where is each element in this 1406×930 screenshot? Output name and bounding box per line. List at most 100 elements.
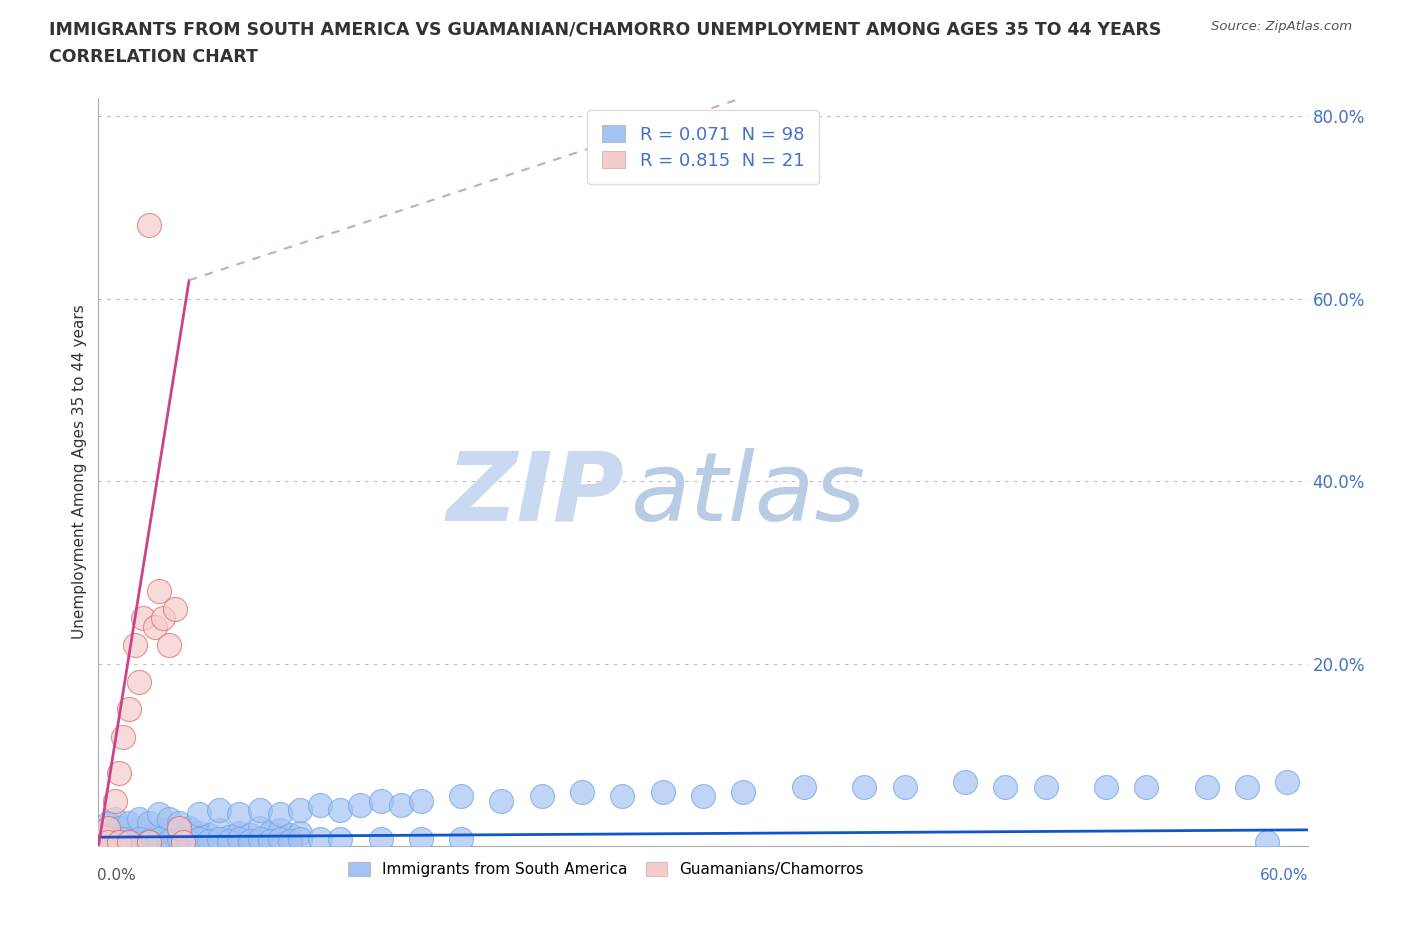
Immigrants from South America: [167, 816, 190, 830]
Guamanians/Chamorros: [118, 702, 141, 717]
Immigrants from South America: [148, 830, 170, 844]
Immigrants from South America: [309, 798, 332, 813]
Immigrants from South America: [349, 798, 371, 813]
Immigrants from South America: [107, 825, 129, 840]
Immigrants from South America: [167, 825, 190, 840]
Text: CORRELATION CHART: CORRELATION CHART: [49, 48, 259, 66]
Guamanians/Chamorros: [172, 834, 194, 849]
Immigrants from South America: [97, 830, 120, 844]
Immigrants from South America: [93, 834, 115, 849]
Immigrants from South America: [103, 834, 125, 849]
Guamanians/Chamorros: [118, 834, 141, 849]
Immigrants from South America: [105, 834, 128, 849]
Immigrants from South America: [239, 833, 262, 848]
Immigrants from South America: [157, 833, 180, 848]
Text: 60.0%: 60.0%: [1260, 868, 1309, 883]
Immigrants from South America: [107, 820, 129, 835]
Immigrants from South America: [259, 825, 281, 840]
Immigrants from South America: [179, 820, 201, 835]
Immigrants from South America: [148, 831, 170, 846]
Immigrants from South America: [100, 831, 122, 846]
Immigrants from South America: [208, 822, 231, 837]
Immigrants from South America: [118, 828, 141, 843]
Immigrants from South America: [118, 816, 141, 830]
Immigrants from South America: [1135, 779, 1157, 794]
Immigrants from South America: [288, 831, 311, 846]
Immigrants from South America: [188, 825, 211, 840]
Immigrants from South America: [288, 803, 311, 817]
Guamanians/Chamorros: [157, 638, 180, 653]
Immigrants from South America: [239, 828, 262, 843]
Immigrants from South America: [269, 807, 291, 822]
Immigrants from South America: [97, 816, 120, 830]
Immigrants from South America: [228, 807, 250, 822]
Immigrants from South America: [269, 822, 291, 837]
Immigrants from South America: [612, 789, 634, 804]
Immigrants from South America: [179, 833, 201, 848]
Immigrants from South America: [184, 831, 207, 846]
Immigrants from South America: [450, 789, 472, 804]
Immigrants from South America: [167, 831, 190, 846]
Immigrants from South America: [163, 828, 186, 843]
Immigrants from South America: [138, 816, 160, 830]
Guamanians/Chamorros: [93, 830, 115, 844]
Immigrants from South America: [1035, 779, 1057, 794]
Text: Source: ZipAtlas.com: Source: ZipAtlas.com: [1212, 20, 1353, 33]
Immigrants from South America: [409, 793, 432, 808]
Immigrants from South America: [389, 798, 412, 813]
Guamanians/Chamorros: [143, 619, 166, 634]
Guamanians/Chamorros: [167, 820, 190, 835]
Immigrants from South America: [148, 807, 170, 822]
Immigrants from South America: [111, 831, 134, 846]
Guamanians/Chamorros: [111, 729, 134, 744]
Immigrants from South America: [218, 833, 240, 848]
Immigrants from South America: [132, 830, 155, 844]
Immigrants from South America: [249, 820, 271, 835]
Immigrants from South America: [124, 833, 146, 848]
Immigrants from South America: [329, 803, 352, 817]
Legend: Immigrants from South America, Guamanians/Chamorros: Immigrants from South America, Guamanian…: [343, 857, 870, 884]
Immigrants from South America: [103, 812, 125, 827]
Guamanians/Chamorros: [152, 611, 174, 626]
Guamanians/Chamorros: [107, 834, 129, 849]
Guamanians/Chamorros: [107, 765, 129, 780]
Immigrants from South America: [793, 779, 815, 794]
Immigrants from South America: [269, 831, 291, 846]
Text: ZIP: ZIP: [447, 448, 624, 541]
Guamanians/Chamorros: [132, 611, 155, 626]
Immigrants from South America: [152, 822, 174, 837]
Immigrants from South America: [370, 793, 392, 808]
Y-axis label: Unemployment Among Ages 35 to 44 years: Unemployment Among Ages 35 to 44 years: [72, 305, 87, 639]
Immigrants from South America: [450, 831, 472, 846]
Immigrants from South America: [853, 779, 876, 794]
Immigrants from South America: [172, 830, 194, 844]
Immigrants from South America: [228, 831, 250, 846]
Immigrants from South America: [733, 784, 755, 799]
Immigrants from South America: [278, 828, 301, 843]
Immigrants from South America: [994, 779, 1017, 794]
Guamanians/Chamorros: [97, 834, 120, 849]
Immigrants from South America: [491, 793, 513, 808]
Immigrants from South America: [571, 784, 593, 799]
Immigrants from South America: [193, 830, 215, 844]
Immigrants from South America: [1277, 775, 1299, 790]
Immigrants from South America: [309, 831, 332, 846]
Immigrants from South America: [138, 833, 160, 848]
Immigrants from South America: [218, 830, 240, 844]
Immigrants from South America: [128, 812, 150, 827]
Immigrants from South America: [1256, 834, 1278, 849]
Guamanians/Chamorros: [124, 638, 146, 653]
Immigrants from South America: [208, 831, 231, 846]
Immigrants from South America: [893, 779, 915, 794]
Immigrants from South America: [288, 825, 311, 840]
Immigrants from South America: [259, 833, 281, 848]
Immigrants from South America: [111, 831, 134, 846]
Immigrants from South America: [128, 820, 150, 835]
Immigrants from South America: [329, 831, 352, 846]
Immigrants from South America: [198, 828, 221, 843]
Immigrants from South America: [953, 775, 976, 790]
Text: IMMIGRANTS FROM SOUTH AMERICA VS GUAMANIAN/CHAMORRO UNEMPLOYMENT AMONG AGES 35 T: IMMIGRANTS FROM SOUTH AMERICA VS GUAMANI…: [49, 20, 1161, 38]
Immigrants from South America: [128, 831, 150, 846]
Immigrants from South America: [249, 831, 271, 846]
Guamanians/Chamorros: [148, 583, 170, 598]
